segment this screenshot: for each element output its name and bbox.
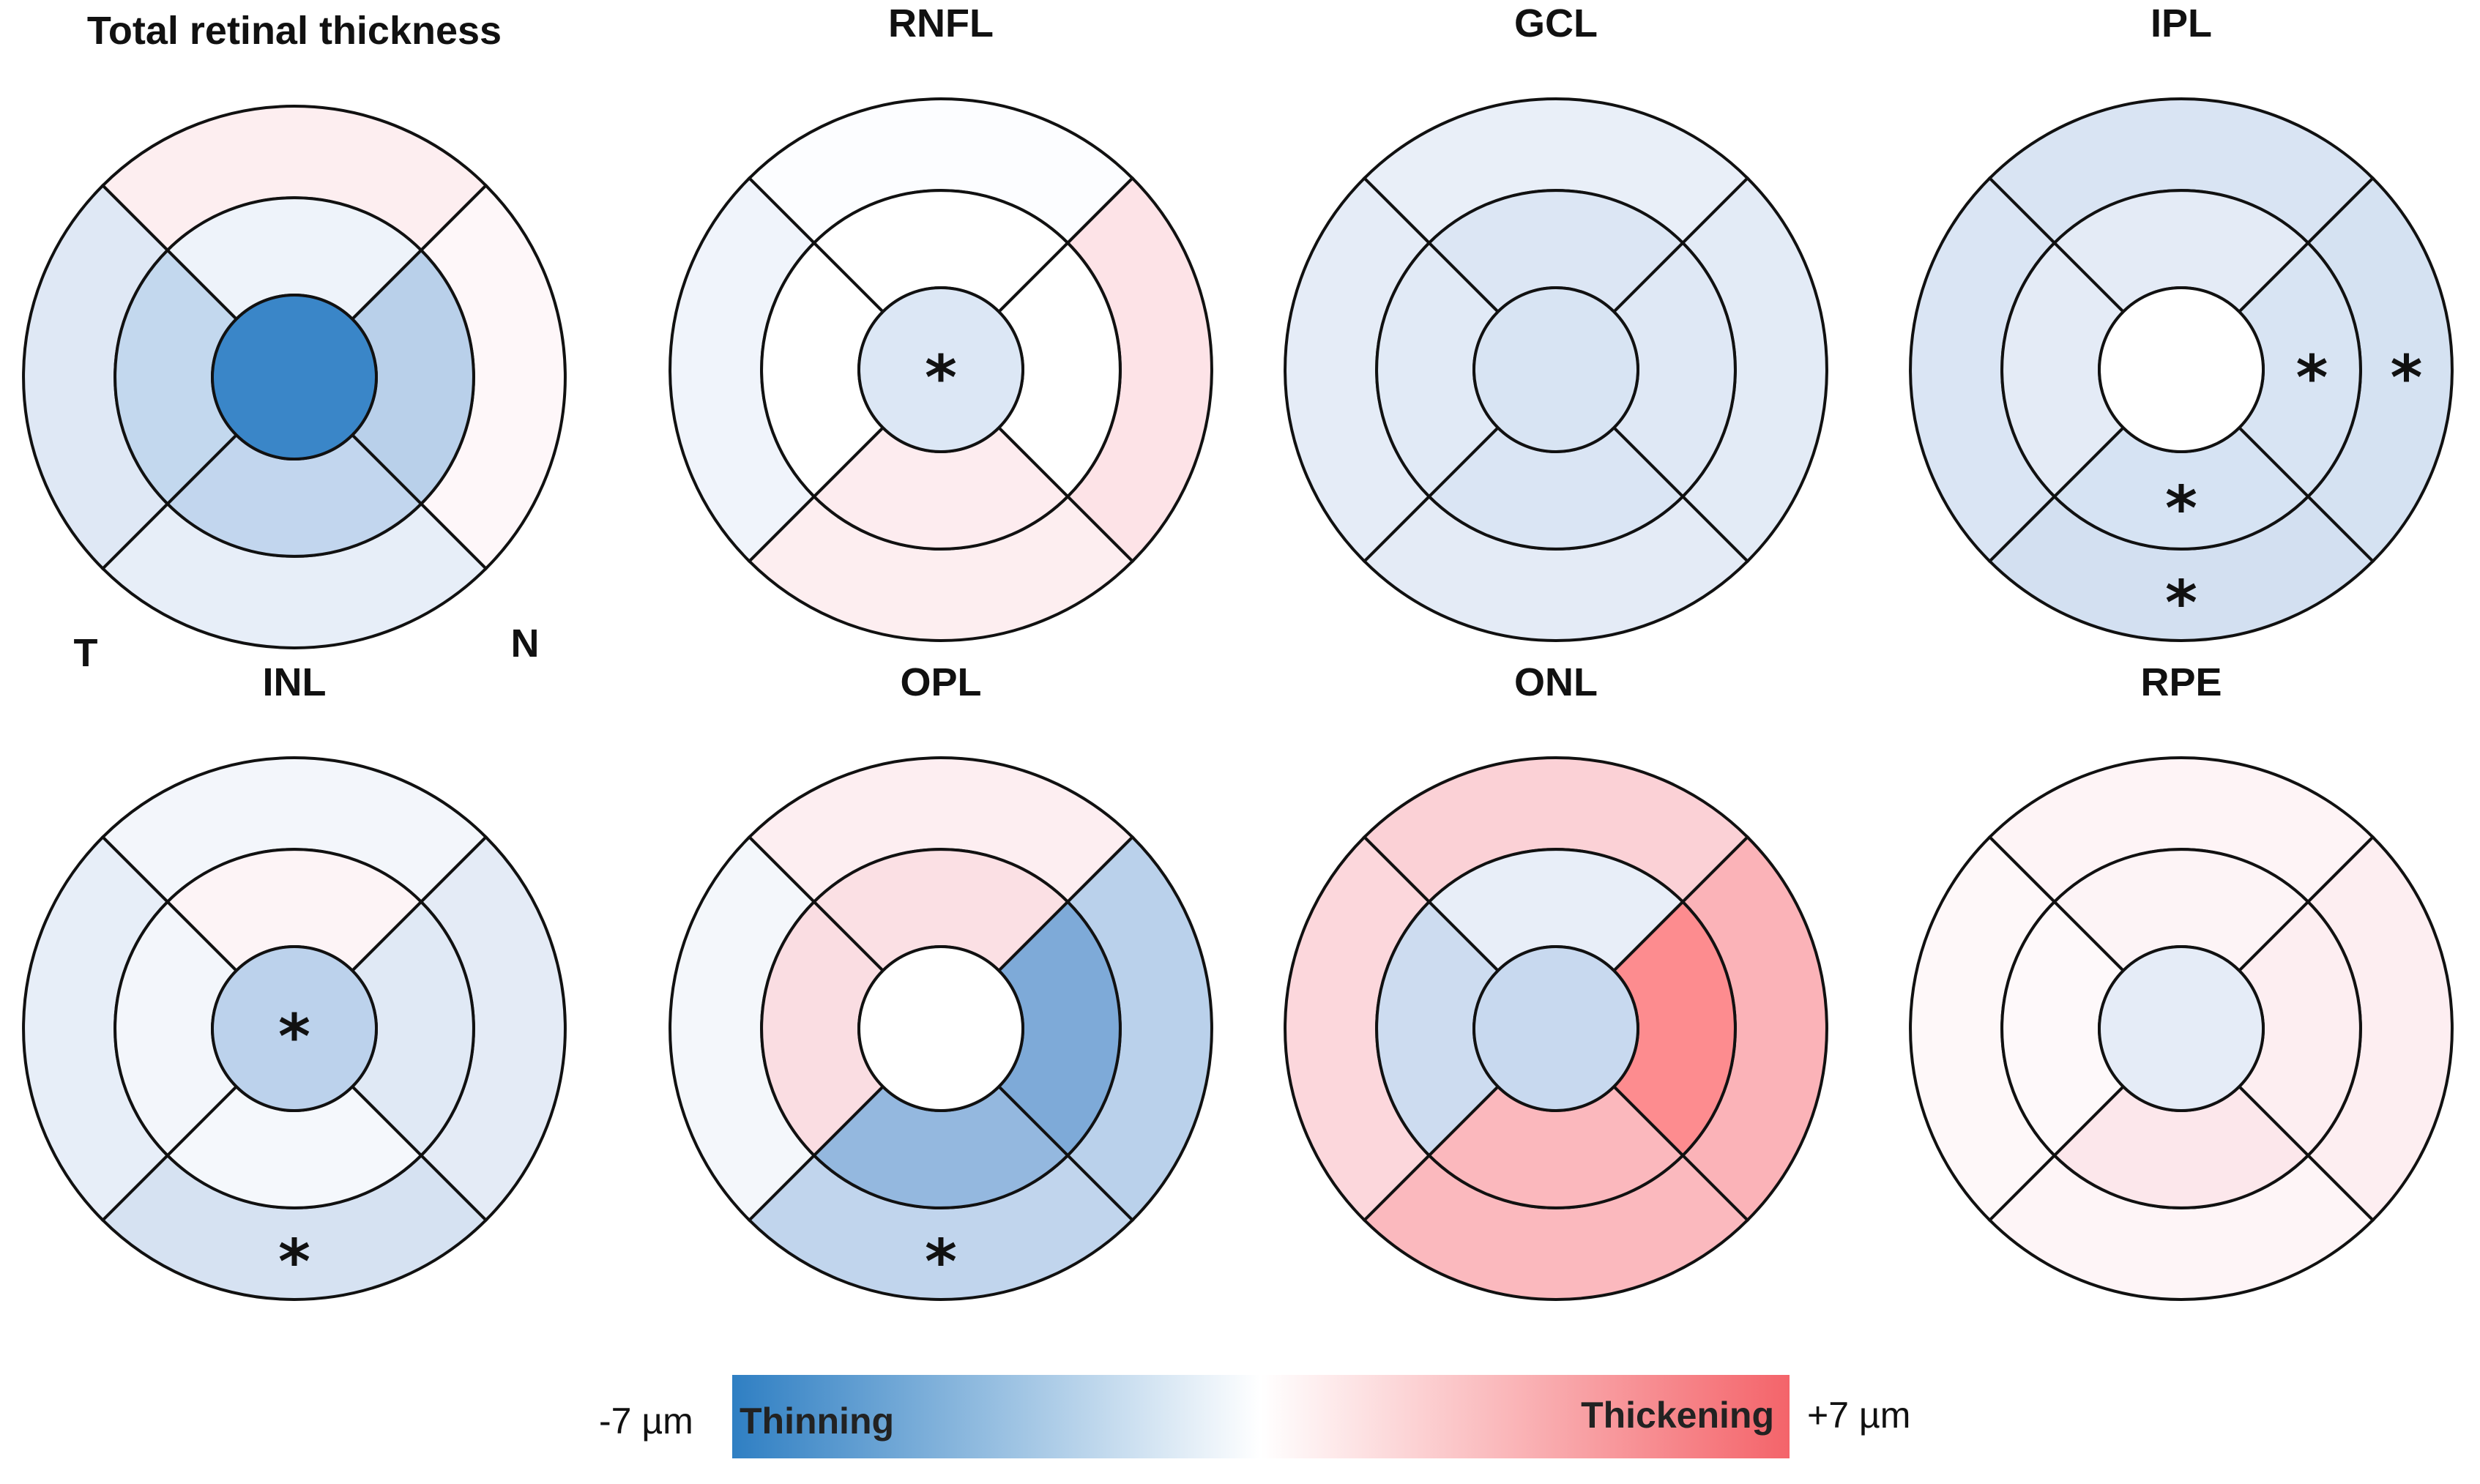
diagram-gcl: GCL (1284, 1, 1828, 642)
center-zone (211, 294, 378, 461)
diagram-inl: INL * * (22, 660, 567, 1301)
diagram-title: RPE (2140, 660, 2222, 704)
diagram-title: ONL (1514, 660, 1598, 704)
legend-thinning-label: Thinning (740, 1401, 894, 1442)
significance-star: * (2165, 567, 2197, 639)
diagram-title: INL (263, 660, 327, 704)
center-zone (2098, 286, 2265, 453)
orientation-temporal-label: T (74, 631, 98, 675)
diagram-opl: OPL * (669, 660, 1213, 1301)
diagram-title: GCL (1514, 1, 1598, 45)
diagram-onl: ONL (1284, 660, 1828, 1301)
significance-star: * (925, 1226, 957, 1298)
significance-star: * (2391, 342, 2423, 414)
center-zone (2098, 945, 2265, 1112)
significance-star: * (278, 1226, 310, 1298)
center-zone (857, 286, 1024, 453)
center-zone (211, 945, 378, 1112)
legend-thickening-label: Thickening (1581, 1395, 1774, 1436)
legend-max-label: +7 µm (1807, 1395, 1910, 1436)
center-zone (1472, 286, 1639, 453)
significance-star: * (925, 342, 957, 414)
diagram-ipl: IPL * * * * (1909, 1, 2454, 642)
diagram-title: Total retinal thickness (87, 9, 502, 53)
diagram-total-retinal-thickness: Total retinal thickness T N (22, 9, 567, 675)
center-zone (857, 945, 1024, 1112)
significance-star: * (2165, 473, 2197, 545)
diagram-grid: Total retinal thickness T N RNFL * GCL IPL * * * *… (22, 1, 2454, 1301)
diagram-title: OPL (900, 660, 981, 704)
diagram-rpe: RPE (1909, 660, 2454, 1301)
diagram-title: IPL (2151, 1, 2212, 45)
center-zone (1472, 945, 1639, 1112)
diagram-rnfl: RNFL * (669, 1, 1213, 642)
legend-gradient-bar (732, 1375, 1790, 1458)
orientation-nasal-label: N (511, 622, 540, 665)
significance-star: * (2296, 342, 2328, 414)
legend-min-label: -7 µm (599, 1401, 693, 1442)
diagram-title: RNFL (888, 1, 994, 45)
color-legend: -7 µm Thinning Thickening +7 µm (599, 1375, 1910, 1458)
significance-star: * (278, 1001, 310, 1073)
